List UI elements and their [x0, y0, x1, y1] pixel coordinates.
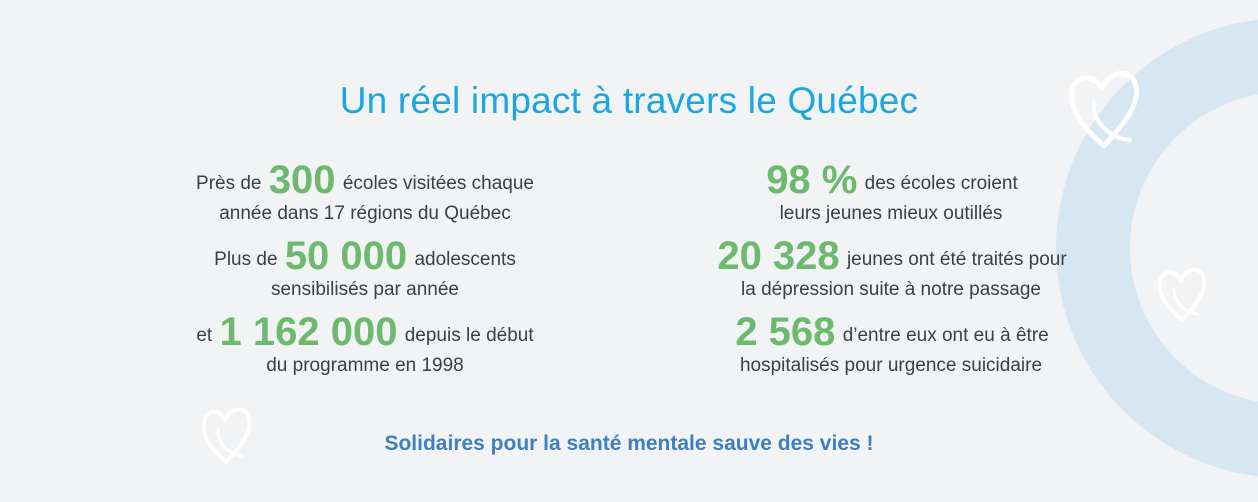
stat-line-2: hospitalisés pour urgence suicidaire — [739, 355, 1043, 376]
heart-outline-icon — [1064, 62, 1144, 154]
stat-number: 98 % — [766, 158, 858, 202]
stat-suffix: écoles visitées chaque — [342, 173, 534, 194]
stat-line-1: Plus de 50 000 adolescents — [140, 236, 590, 276]
stat-prefix: Près de — [196, 173, 262, 194]
stat-number: 50 000 — [284, 234, 408, 278]
stat-number: 2 568 — [735, 310, 836, 354]
tagline: Solidaires pour la santé mentale sauve d… — [384, 432, 874, 455]
stat-schools-visited: Près de 300 écoles visitées chaque année… — [140, 160, 590, 228]
stat-line-1: 2 568 d’entre eux ont eu à être — [666, 312, 1116, 352]
stat-line-1: 20 328 jeunes ont été traités pour — [666, 236, 1116, 276]
stat-teens-sensitized: Plus de 50 000 adolescents sensibilisés … — [140, 236, 590, 304]
stat-prefix: et — [196, 325, 213, 346]
stat-line-1: 98 % des écoles croient — [666, 160, 1116, 200]
stat-number: 20 328 — [717, 234, 840, 278]
stat-total-since-start: et 1 162 000 depuis le début du programm… — [140, 312, 590, 380]
stat-line-2: la dépression suite à notre passage — [741, 279, 1041, 300]
stat-youth-treated: 20 328 jeunes ont été traités pour la dé… — [666, 236, 1116, 304]
stat-line-2: du programme en 1998 — [266, 355, 464, 376]
stat-suffix: depuis le début — [404, 325, 534, 346]
stat-number: 1 162 000 — [219, 310, 398, 354]
stat-suffix: d’entre eux ont eu à être — [842, 325, 1049, 346]
page-title: Un réel impact à travers le Québec — [339, 80, 919, 121]
stat-line-1: Près de 300 écoles visitées chaque — [140, 160, 590, 200]
stat-prefix: Plus de — [214, 249, 278, 270]
stat-line-2: sensibilisés par année — [270, 279, 459, 300]
stat-schools-believe: 98 % des écoles croient leurs jeunes mie… — [666, 160, 1116, 228]
stat-line-2: leurs jeunes mieux outillés — [779, 203, 1003, 224]
stat-number: 300 — [268, 158, 336, 202]
stat-line-1: et 1 162 000 depuis le début — [140, 312, 590, 352]
stat-line-2: année dans 17 régions du Québec — [219, 203, 511, 224]
heart-outline-icon — [196, 400, 256, 470]
stat-suffix: adolescents — [414, 249, 516, 270]
heart-outline-icon — [1154, 262, 1210, 326]
stat-suffix: des écoles croient — [864, 173, 1018, 194]
stat-suffix: jeunes ont été traités pour — [846, 249, 1067, 270]
stat-hospitalized: 2 568 d’entre eux ont eu à être hospital… — [666, 312, 1116, 380]
